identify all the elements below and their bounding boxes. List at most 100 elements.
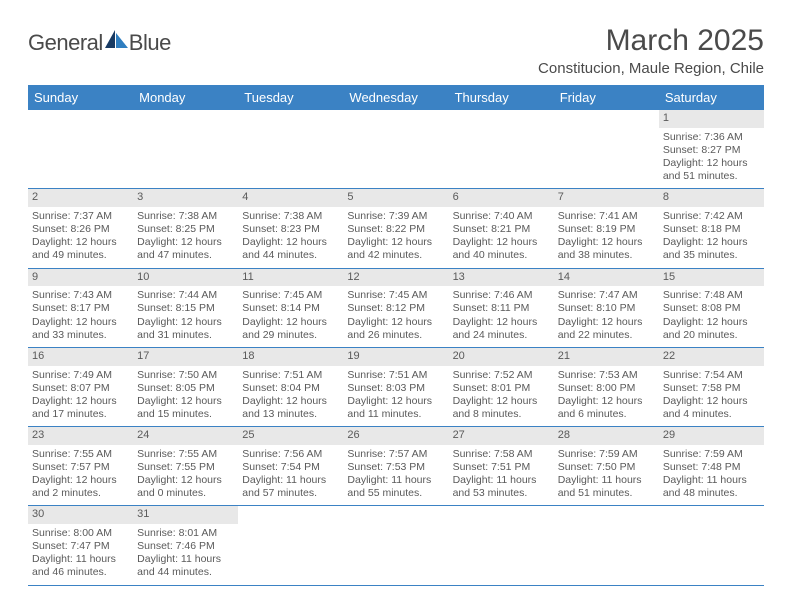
sunrise-text: Sunrise: 7:47 AM <box>558 289 655 302</box>
daylight-text: and 13 minutes. <box>242 408 339 421</box>
daylight-text: and 15 minutes. <box>137 408 234 421</box>
calendar-day-cell: 30Sunrise: 8:00 AMSunset: 7:47 PMDayligh… <box>28 506 133 585</box>
calendar-day-cell <box>343 110 448 189</box>
sunset-text: Sunset: 7:48 PM <box>663 461 760 474</box>
day-number: 7 <box>554 189 659 207</box>
daylight-text: and 55 minutes. <box>347 487 444 500</box>
daylight-text: and 40 minutes. <box>453 249 550 262</box>
daylight-text: and 46 minutes. <box>32 566 129 579</box>
calendar-day-cell <box>659 506 764 585</box>
day-number: 28 <box>554 427 659 445</box>
sunrise-text: Sunrise: 7:38 AM <box>242 210 339 223</box>
location-subtitle: Constitucion, Maule Region, Chile <box>538 60 764 77</box>
weekday-header-row: Sunday Monday Tuesday Wednesday Thursday… <box>28 85 764 110</box>
day-number: 26 <box>343 427 448 445</box>
sunrise-text: Sunrise: 7:43 AM <box>32 289 129 302</box>
sunrise-text: Sunrise: 7:54 AM <box>663 369 760 382</box>
calendar-day-cell <box>133 110 238 189</box>
calendar-day-cell: 12Sunrise: 7:45 AMSunset: 8:12 PMDayligh… <box>343 268 448 347</box>
sunset-text: Sunset: 8:27 PM <box>663 144 760 157</box>
sunset-text: Sunset: 8:03 PM <box>347 382 444 395</box>
daylight-text: Daylight: 12 hours <box>137 474 234 487</box>
sunrise-text: Sunrise: 7:44 AM <box>137 289 234 302</box>
calendar-day-cell <box>449 110 554 189</box>
daylight-text: Daylight: 11 hours <box>137 553 234 566</box>
sunrise-text: Sunrise: 7:45 AM <box>242 289 339 302</box>
day-number: 14 <box>554 269 659 287</box>
calendar-day-cell: 14Sunrise: 7:47 AMSunset: 8:10 PMDayligh… <box>554 268 659 347</box>
sunset-text: Sunset: 8:17 PM <box>32 302 129 315</box>
daylight-text: and 57 minutes. <box>242 487 339 500</box>
daylight-text: and 29 minutes. <box>242 329 339 342</box>
sunset-text: Sunset: 8:04 PM <box>242 382 339 395</box>
daylight-text: and 48 minutes. <box>663 487 760 500</box>
header: GeneralBlue March 2025 Constitucion, Mau… <box>28 24 764 77</box>
sunset-text: Sunset: 8:14 PM <box>242 302 339 315</box>
sunrise-text: Sunrise: 7:51 AM <box>242 369 339 382</box>
calendar-day-cell: 11Sunrise: 7:45 AMSunset: 8:14 PMDayligh… <box>238 268 343 347</box>
day-number: 23 <box>28 427 133 445</box>
daylight-text: Daylight: 12 hours <box>32 316 129 329</box>
day-number: 24 <box>133 427 238 445</box>
day-number: 19 <box>343 348 448 366</box>
daylight-text: Daylight: 11 hours <box>347 474 444 487</box>
daylight-text: Daylight: 12 hours <box>663 236 760 249</box>
day-number: 11 <box>238 269 343 287</box>
calendar-table: Sunday Monday Tuesday Wednesday Thursday… <box>28 85 764 586</box>
sunrise-text: Sunrise: 7:50 AM <box>137 369 234 382</box>
sunset-text: Sunset: 8:08 PM <box>663 302 760 315</box>
daylight-text: and 17 minutes. <box>32 408 129 421</box>
sunrise-text: Sunrise: 7:53 AM <box>558 369 655 382</box>
calendar-day-cell: 24 Sunrise: 7:55 AMSunset: 7:55 PMDayligh… <box>133 427 238 506</box>
logo-sail-icon <box>103 28 129 50</box>
sunrise-text: Sunrise: 7:55 AM <box>32 448 129 461</box>
sunrise-text: Sunrise: 7:55 AM <box>137 448 234 461</box>
sunset-text: Sunset: 7:55 PM <box>137 461 234 474</box>
brand-logo: GeneralBlue <box>28 28 171 56</box>
calendar-week-row: 1Sunrise: 7:36 AMSunset: 8:27 PMDaylight… <box>28 110 764 189</box>
daylight-text: Daylight: 12 hours <box>558 236 655 249</box>
sunset-text: Sunset: 8:12 PM <box>347 302 444 315</box>
daylight-text: and 4 minutes. <box>663 408 760 421</box>
weekday-header: Sunday <box>28 85 133 110</box>
daylight-text: Daylight: 12 hours <box>453 395 550 408</box>
weekday-header: Thursday <box>449 85 554 110</box>
calendar-day-cell: 15Sunrise: 7:48 AMSunset: 8:08 PMDayligh… <box>659 268 764 347</box>
day-number: 30 <box>28 506 133 524</box>
daylight-text: and 44 minutes. <box>137 566 234 579</box>
calendar-day-cell: 10Sunrise: 7:44 AMSunset: 8:15 PMDayligh… <box>133 268 238 347</box>
day-number: 16 <box>28 348 133 366</box>
calendar-day-cell <box>343 506 448 585</box>
daylight-text: and 24 minutes. <box>453 329 550 342</box>
calendar-day-cell: 7Sunrise: 7:41 AMSunset: 8:19 PMDaylight… <box>554 189 659 268</box>
calendar-day-cell <box>554 110 659 189</box>
sunrise-text: Sunrise: 7:39 AM <box>347 210 444 223</box>
daylight-text: Daylight: 12 hours <box>137 316 234 329</box>
sunset-text: Sunset: 7:50 PM <box>558 461 655 474</box>
daylight-text: and 38 minutes. <box>558 249 655 262</box>
daylight-text: and 44 minutes. <box>242 249 339 262</box>
day-number: 8 <box>659 189 764 207</box>
calendar-day-cell <box>238 110 343 189</box>
sunrise-text: Sunrise: 7:57 AM <box>347 448 444 461</box>
day-number: 4 <box>238 189 343 207</box>
day-number: 6 <box>449 189 554 207</box>
calendar-day-cell: 19Sunrise: 7:51 AMSunset: 8:03 PMDayligh… <box>343 347 448 426</box>
calendar-day-cell: 1Sunrise: 7:36 AMSunset: 8:27 PMDaylight… <box>659 110 764 189</box>
sunset-text: Sunset: 8:11 PM <box>453 302 550 315</box>
weekday-header: Tuesday <box>238 85 343 110</box>
daylight-text: Daylight: 12 hours <box>347 236 444 249</box>
daylight-text: Daylight: 11 hours <box>558 474 655 487</box>
sunrise-text: Sunrise: 8:00 AM <box>32 527 129 540</box>
day-number: 12 <box>343 269 448 287</box>
day-number: 10 <box>133 269 238 287</box>
daylight-text: Daylight: 12 hours <box>558 395 655 408</box>
day-number: 9 <box>28 269 133 287</box>
daylight-text: Daylight: 12 hours <box>453 316 550 329</box>
daylight-text: and 2 minutes. <box>32 487 129 500</box>
calendar-week-row: 30Sunrise: 8:00 AMSunset: 7:47 PMDayligh… <box>28 506 764 585</box>
daylight-text: Daylight: 12 hours <box>242 395 339 408</box>
sunrise-text: Sunrise: 7:52 AM <box>453 369 550 382</box>
daylight-text: Daylight: 12 hours <box>663 395 760 408</box>
daylight-text: and 33 minutes. <box>32 329 129 342</box>
